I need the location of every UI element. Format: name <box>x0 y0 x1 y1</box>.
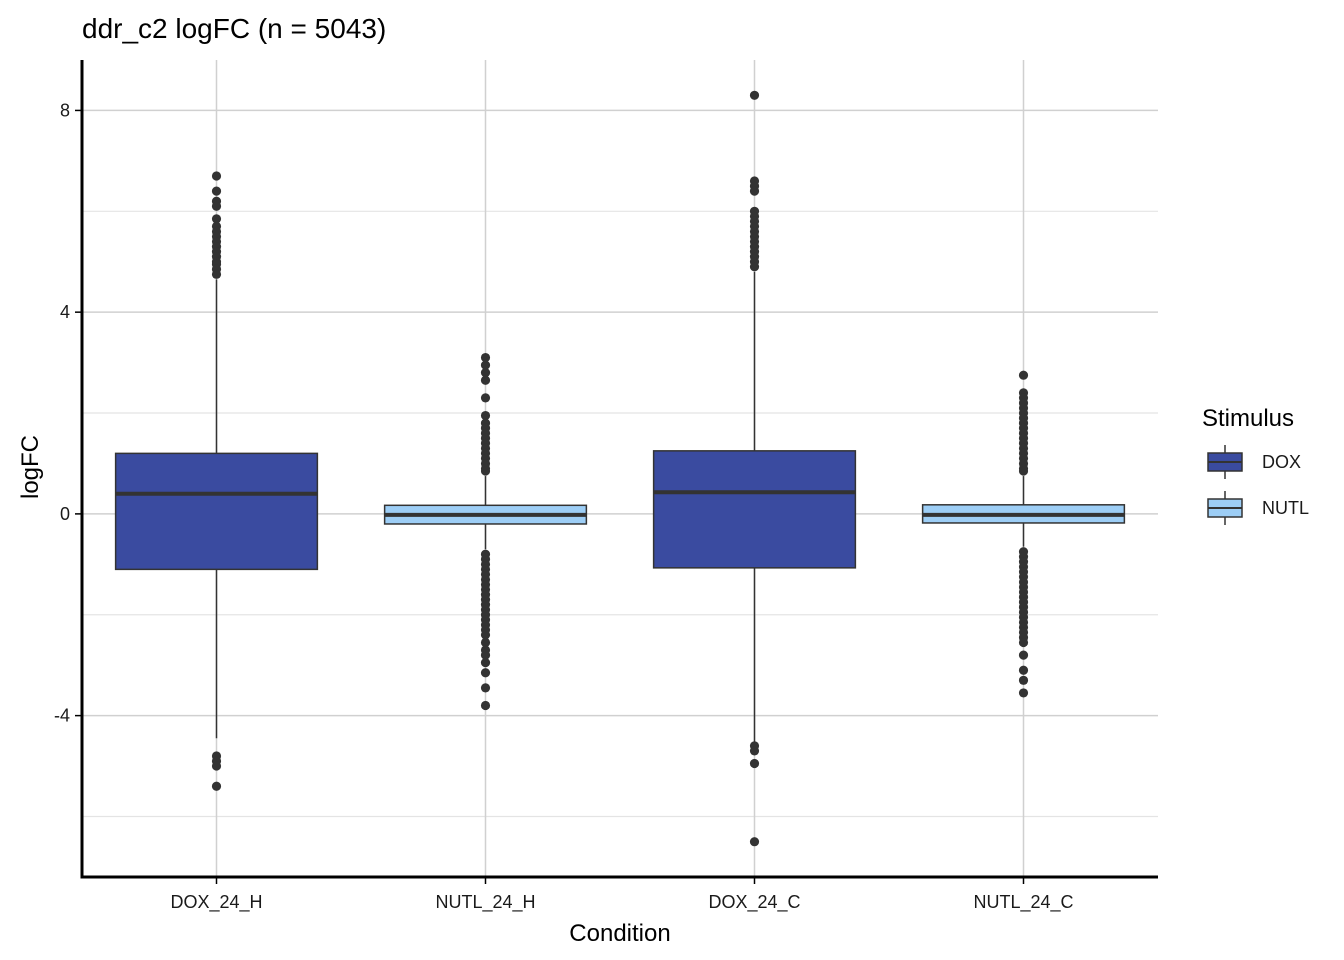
axes: -4 0 4 8 DOX_24_H NUTL_24_H DOX_24_C NUTL_24_C <box>54 60 1158 913</box>
box-DOX_24_H <box>114 171 319 791</box>
outlier-point <box>480 393 491 403</box>
outlier-point <box>211 781 222 791</box>
box-NUTL_24_C <box>921 370 1126 698</box>
legend-label: DOX <box>1262 452 1301 472</box>
outlier-point <box>480 466 491 476</box>
outlier-point <box>480 637 491 648</box>
outlier-point <box>480 352 491 363</box>
outlier-point <box>480 668 491 678</box>
x-tick-label: NUTL_24_C <box>973 892 1073 913</box>
outlier-point <box>480 368 491 378</box>
chart-title: ddr_c2 logFC (n = 5043) <box>82 13 386 44</box>
outlier-point <box>749 90 760 100</box>
outlier-point <box>749 746 760 756</box>
y-tick-label: -4 <box>54 706 70 726</box>
outlier-point <box>1018 650 1029 660</box>
y-tick-label: 8 <box>60 100 70 120</box>
box-DOX_24_C <box>652 90 857 847</box>
x-tick-label: NUTL_24_H <box>435 892 535 913</box>
outlier-point <box>1018 688 1029 698</box>
legend-key-dox <box>1207 445 1243 479</box>
outlier-point <box>1018 675 1029 685</box>
outlier-point <box>480 360 491 370</box>
outlier-point <box>480 658 491 668</box>
outlier-point <box>749 262 760 272</box>
legend: Stimulus DOX NUTL <box>1202 405 1309 525</box>
outlier-point <box>211 269 222 279</box>
x-tick-label: DOX_24_H <box>170 892 262 913</box>
outlier-point <box>480 410 491 421</box>
outlier-point <box>749 837 760 847</box>
outlier-point <box>1018 637 1029 648</box>
outlier-point <box>749 758 760 769</box>
outlier-point <box>480 700 491 711</box>
boxes <box>114 90 1126 847</box>
box-body <box>652 450 857 569</box>
outlier-point <box>1018 370 1029 380</box>
outlier-point <box>480 683 491 693</box>
box-body <box>114 452 319 571</box>
outlier-point <box>211 214 222 224</box>
legend-title: Stimulus <box>1202 405 1294 432</box>
outlier-point <box>749 186 760 196</box>
x-tick-label: DOX_24_C <box>708 892 800 913</box>
outlier-point <box>211 761 222 771</box>
outlier-point <box>1018 466 1029 476</box>
outlier-point <box>480 375 491 385</box>
x-axis-label: Condition <box>569 920 670 947</box>
legend-key-nutl <box>1207 491 1243 525</box>
box-NUTL_24_H <box>383 352 588 711</box>
outlier-point <box>211 171 222 181</box>
y-tick-label: 0 <box>60 504 70 524</box>
outlier-point <box>480 650 491 660</box>
legend-label: NUTL <box>1262 498 1309 518</box>
y-tick-label: 4 <box>60 302 70 322</box>
outlier-point <box>480 630 491 640</box>
outlier-point <box>1018 665 1029 675</box>
y-axis-label: logFC <box>17 435 44 499</box>
outlier-point <box>211 201 222 211</box>
outlier-point <box>211 186 222 196</box>
